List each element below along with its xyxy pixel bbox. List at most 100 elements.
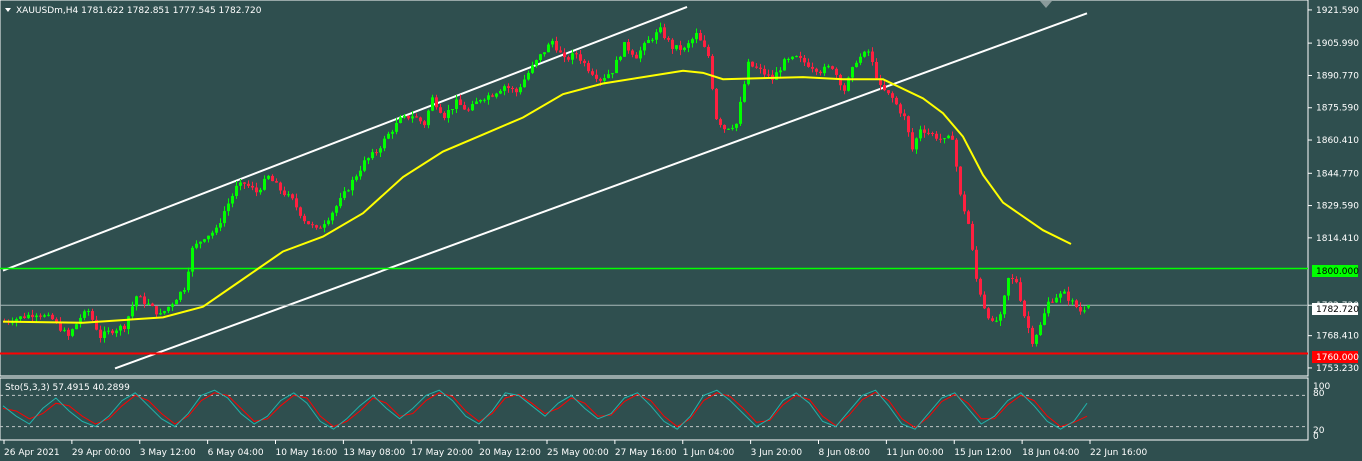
candle-body — [27, 314, 30, 319]
candle-body — [247, 183, 250, 186]
candle-body — [663, 27, 666, 39]
candle-body — [639, 50, 642, 59]
time-tick-label: 27 May 16:00 — [615, 448, 677, 458]
candle-body — [931, 133, 934, 135]
candle-body — [1075, 300, 1078, 308]
candle-body — [767, 74, 770, 76]
current-price-value: 1782.720 — [1316, 305, 1359, 315]
candle-body — [1055, 297, 1058, 303]
candle-body — [779, 70, 782, 73]
candle-body — [1071, 300, 1074, 302]
candle-body — [563, 52, 566, 58]
candle-body — [391, 131, 394, 134]
channel-upper-line — [2, 6, 688, 272]
candle-body — [915, 138, 918, 150]
candle-body — [775, 72, 778, 80]
candle-body — [143, 296, 146, 305]
candle-body — [1059, 293, 1062, 298]
candle-body — [295, 198, 298, 208]
candle-body — [879, 78, 882, 85]
candle-body — [855, 62, 858, 68]
candle-body — [907, 116, 910, 133]
candle-body — [711, 56, 714, 89]
price-tick-label: 1875.590 — [1316, 104, 1359, 114]
ma-line — [2, 69, 1072, 324]
candle-body — [223, 211, 226, 224]
candle-body — [991, 318, 994, 321]
candle-body — [887, 90, 890, 94]
candle-body — [683, 47, 686, 50]
candle-body — [591, 71, 594, 75]
candle-body — [115, 330, 118, 334]
candle-body — [947, 135, 950, 139]
candle-body — [63, 329, 66, 331]
candle-body — [759, 67, 762, 69]
candle-body — [1063, 291, 1066, 294]
candle-body — [895, 97, 898, 105]
candle-body — [59, 322, 62, 331]
time-tick-label: 18 Jun 04:00 — [1022, 448, 1079, 458]
candle-body — [1079, 307, 1082, 312]
candle-body — [411, 116, 414, 119]
chart-shift-marker-icon[interactable] — [1040, 1, 1052, 8]
time-tick-label: 3 May 12:00 — [140, 448, 196, 458]
candle-body — [35, 315, 38, 318]
channel-lines[interactable] — [2, 6, 1088, 370]
candle-body — [195, 243, 198, 248]
candle-body — [287, 194, 290, 196]
candle-body — [375, 152, 378, 154]
candle-body — [835, 68, 838, 75]
candle-body — [379, 148, 382, 153]
candle-body — [727, 128, 730, 130]
candle-body — [1047, 301, 1050, 314]
candle-body — [119, 325, 122, 331]
price-tick-label: 1905.990 — [1316, 39, 1359, 49]
candle-body — [303, 215, 306, 222]
candle-body — [371, 152, 374, 159]
candle-body — [999, 314, 1002, 321]
candle-body — [95, 319, 98, 330]
candle-body — [367, 158, 370, 161]
candle-body — [707, 46, 710, 57]
candle-body — [747, 61, 750, 85]
candle-body — [43, 315, 46, 317]
candle-body — [1019, 282, 1022, 301]
candle-body — [643, 43, 646, 51]
candle-body — [595, 74, 598, 79]
candle-body — [807, 62, 810, 67]
price-axis[interactable]: 1921.590 1905.990 1890.770 1875.590 1860.410… — [1308, 6, 1359, 374]
candle-body — [699, 32, 702, 41]
candle-body — [407, 115, 410, 119]
candle-body — [83, 311, 86, 318]
candlestick-series — [3, 22, 1090, 347]
candle-body — [315, 225, 318, 228]
candle-body — [51, 314, 54, 320]
candle-body — [319, 227, 322, 229]
candle-body — [339, 197, 342, 207]
candle-body — [751, 61, 754, 67]
candle-body — [791, 56, 794, 59]
candle-body — [175, 299, 178, 305]
time-axis[interactable]: 26 Apr 2021 29 Apr 00:00 3 May 12:00 6 May … — [3, 440, 1147, 458]
candle-body — [995, 320, 998, 322]
candle-body — [1015, 279, 1018, 283]
candle-body — [1023, 300, 1026, 317]
time-tick-label: 25 May 00:00 — [547, 448, 609, 458]
stoch-level-100: 100 — [1313, 382, 1330, 392]
time-tick-label: 1 Jun 04:00 — [683, 448, 735, 458]
candle-body — [327, 220, 330, 225]
candle-body — [263, 178, 266, 190]
candle-body — [487, 95, 490, 100]
candle-body — [687, 43, 690, 48]
time-tick-label: 17 May 20:00 — [411, 448, 473, 458]
candle-body — [535, 60, 538, 66]
chart-menu-arrow-icon[interactable] — [5, 8, 11, 12]
candle-body — [571, 53, 574, 60]
candle-body — [675, 45, 678, 49]
horizontal-levels[interactable] — [0, 267, 1308, 355]
candle-body — [955, 139, 958, 167]
candle-body — [1003, 295, 1006, 315]
candle-body — [387, 133, 390, 139]
